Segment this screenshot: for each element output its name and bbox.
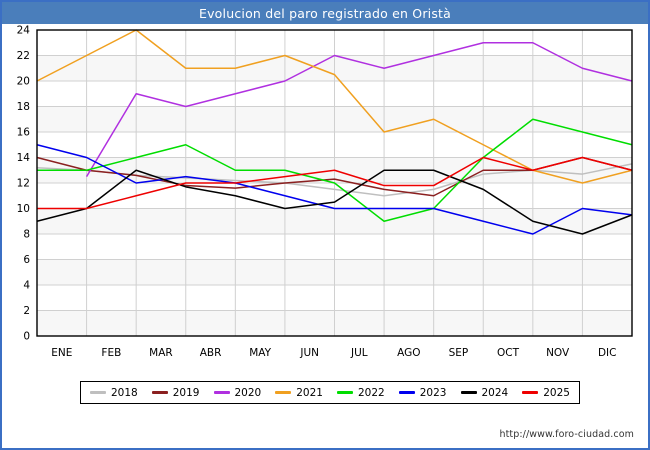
legend-swatch-2019 bbox=[151, 391, 168, 394]
svg-text:8: 8 bbox=[23, 229, 30, 241]
svg-text:22: 22 bbox=[17, 50, 30, 62]
legend-swatch-2020 bbox=[213, 391, 230, 394]
legend-label: 2025 bbox=[543, 386, 570, 399]
chart-legend: 2018 2019 2020 2021 2022 2023 2024 2025 bbox=[80, 381, 580, 404]
legend-item-2021[interactable]: 2021 bbox=[275, 387, 323, 399]
series-line-2025 bbox=[37, 156, 633, 210]
svg-text:14: 14 bbox=[17, 152, 31, 164]
legend-label: 2021 bbox=[296, 386, 323, 399]
plot-frame bbox=[36, 29, 633, 337]
svg-text:AGO: AGO bbox=[397, 347, 420, 359]
chart-series-layer bbox=[36, 29, 633, 235]
series-line-2022 bbox=[37, 118, 633, 222]
svg-text:ENE: ENE bbox=[51, 347, 72, 359]
page-title: Evolucion del paro registrado en Oristà bbox=[198, 5, 452, 21]
x-axis-tick-labels: ENE FEB MAR ABR MAY JUN JUL AGO SEP OCT NOV DIC bbox=[51, 347, 616, 359]
svg-text:2: 2 bbox=[23, 305, 30, 317]
source-url: http://www.foro-ciudad.com bbox=[499, 429, 634, 440]
legend-item-2023[interactable]: 2023 bbox=[398, 386, 447, 399]
legend-item-2019[interactable]: 2019 bbox=[151, 386, 200, 399]
svg-text:JUL: JUL bbox=[350, 347, 368, 359]
svg-text:16: 16 bbox=[17, 127, 31, 139]
svg-text:18: 18 bbox=[17, 101, 30, 113]
legend-swatch-2018 bbox=[90, 391, 106, 394]
window-title-bar: Evolucion del paro registrado en Oristà bbox=[2, 2, 648, 24]
legend-swatch-2023 bbox=[398, 391, 415, 394]
series-line-2020 bbox=[85, 42, 633, 178]
legend-swatch-2024 bbox=[460, 391, 477, 394]
legend-label: 2018 bbox=[111, 386, 138, 399]
legend-swatch-2022 bbox=[337, 391, 353, 394]
legend-item-2025[interactable]: 2025 bbox=[522, 387, 570, 399]
svg-text:24: 24 bbox=[17, 25, 31, 37]
legend-swatch-2021 bbox=[275, 391, 292, 394]
series-line-2024 bbox=[36, 169, 633, 235]
svg-text:4: 4 bbox=[23, 280, 30, 292]
svg-text:ABR: ABR bbox=[200, 347, 222, 359]
svg-text:12: 12 bbox=[17, 178, 30, 190]
svg-text:20: 20 bbox=[17, 76, 30, 88]
legend-item-2024[interactable]: 2024 bbox=[460, 386, 509, 399]
svg-text:NOV: NOV bbox=[546, 347, 570, 359]
svg-text:SEP: SEP bbox=[449, 347, 469, 359]
legend-item-2020[interactable]: 2020 bbox=[213, 386, 262, 399]
legend-label: 2022 bbox=[358, 386, 385, 399]
legend-label: 2020 bbox=[234, 386, 262, 399]
svg-text:FEB: FEB bbox=[101, 347, 121, 359]
legend-item-2018[interactable]: 2018 bbox=[90, 387, 138, 399]
chart-container: 0 2 4 6 8 10 12 14 16 18 20 22 24 ENE FEB MAR ABR MAY JUN… bbox=[2, 24, 648, 448]
legend-label: 2023 bbox=[419, 386, 447, 399]
svg-text:JUN: JUN bbox=[299, 347, 319, 359]
svg-text:OCT: OCT bbox=[497, 347, 520, 359]
svg-text:MAR: MAR bbox=[149, 347, 173, 359]
svg-text:6: 6 bbox=[23, 254, 30, 266]
svg-text:0: 0 bbox=[23, 331, 30, 343]
legend-label: 2019 bbox=[172, 386, 200, 399]
legend-label: 2024 bbox=[481, 386, 509, 399]
svg-text:MAY: MAY bbox=[249, 347, 271, 359]
series-line-2023 bbox=[36, 144, 633, 235]
legend-item-2022[interactable]: 2022 bbox=[337, 387, 385, 399]
legend-swatch-2025 bbox=[522, 391, 539, 394]
svg-text:DIC: DIC bbox=[598, 347, 617, 359]
svg-text:10: 10 bbox=[17, 203, 30, 215]
